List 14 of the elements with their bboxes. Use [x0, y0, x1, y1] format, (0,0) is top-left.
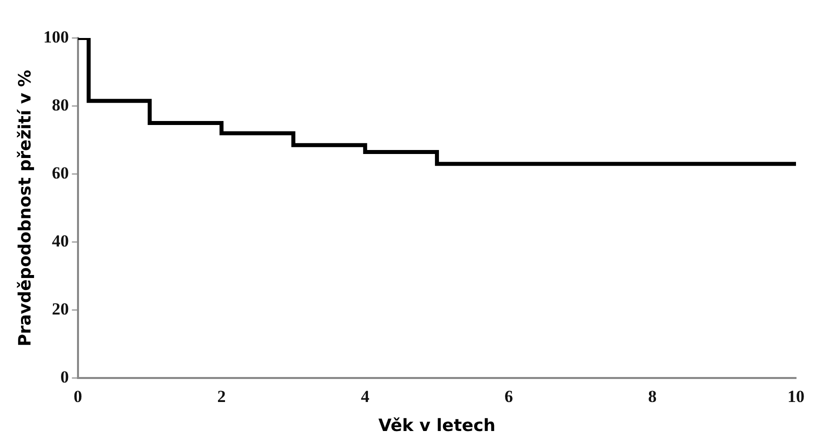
x-tick-label: 2 [217, 386, 226, 406]
y-tick-label: 80 [52, 95, 69, 114]
x-tick-label: 6 [504, 386, 514, 406]
x-tick-label: 0 [74, 386, 82, 406]
y-tick-label: 40 [52, 232, 69, 251]
x-tick-label: 10 [788, 386, 804, 406]
x-axis-title: Věk v letech [378, 416, 496, 436]
x-tick-label: 8 [648, 386, 657, 406]
y-tick-label: 100 [43, 27, 69, 46]
y-tick-label: 0 [60, 368, 69, 387]
y-tick-label: 20 [52, 300, 69, 319]
x-tick-label: 4 [360, 386, 370, 406]
y-tick-label: 60 [52, 163, 69, 182]
y-axis-title: Pravděpodobnost přežití v % [16, 70, 36, 346]
